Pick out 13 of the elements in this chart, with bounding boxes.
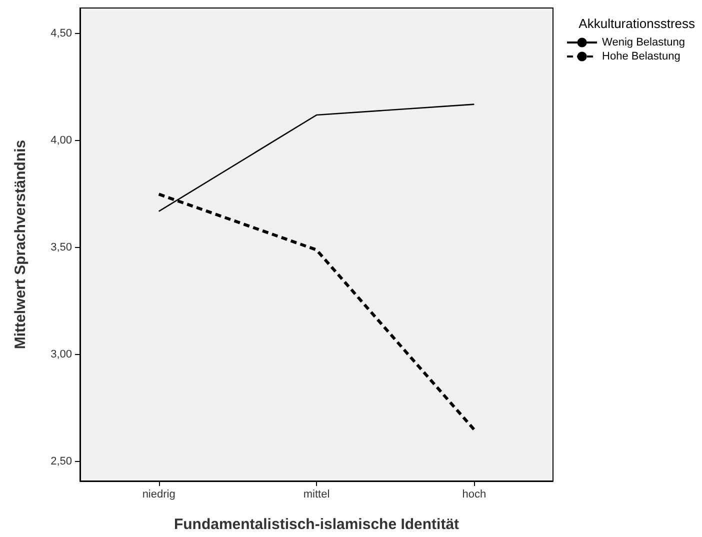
x-tick-label: niedrig bbox=[142, 488, 176, 500]
y-tick-label: 4,50 bbox=[50, 28, 72, 40]
y-axis-title: Mittelwert Sprachverständnis bbox=[12, 140, 29, 350]
y-tick-label: 4,00 bbox=[50, 134, 72, 147]
y-tick-label: 2,50 bbox=[50, 456, 72, 468]
legend-label: Wenig Belastung bbox=[602, 36, 686, 48]
x-tick-label: hoch bbox=[462, 488, 486, 500]
x-tick-label: mittel bbox=[303, 488, 330, 500]
y-tick-label: 3,00 bbox=[50, 348, 72, 361]
legend-title: Akkulturationsstress bbox=[578, 16, 696, 31]
legend-label: Hohe Belastung bbox=[602, 50, 680, 62]
x-axis-title: Fundamentalistisch-islamische Identität bbox=[174, 516, 460, 533]
y-tick-label: 3,50 bbox=[50, 242, 72, 254]
